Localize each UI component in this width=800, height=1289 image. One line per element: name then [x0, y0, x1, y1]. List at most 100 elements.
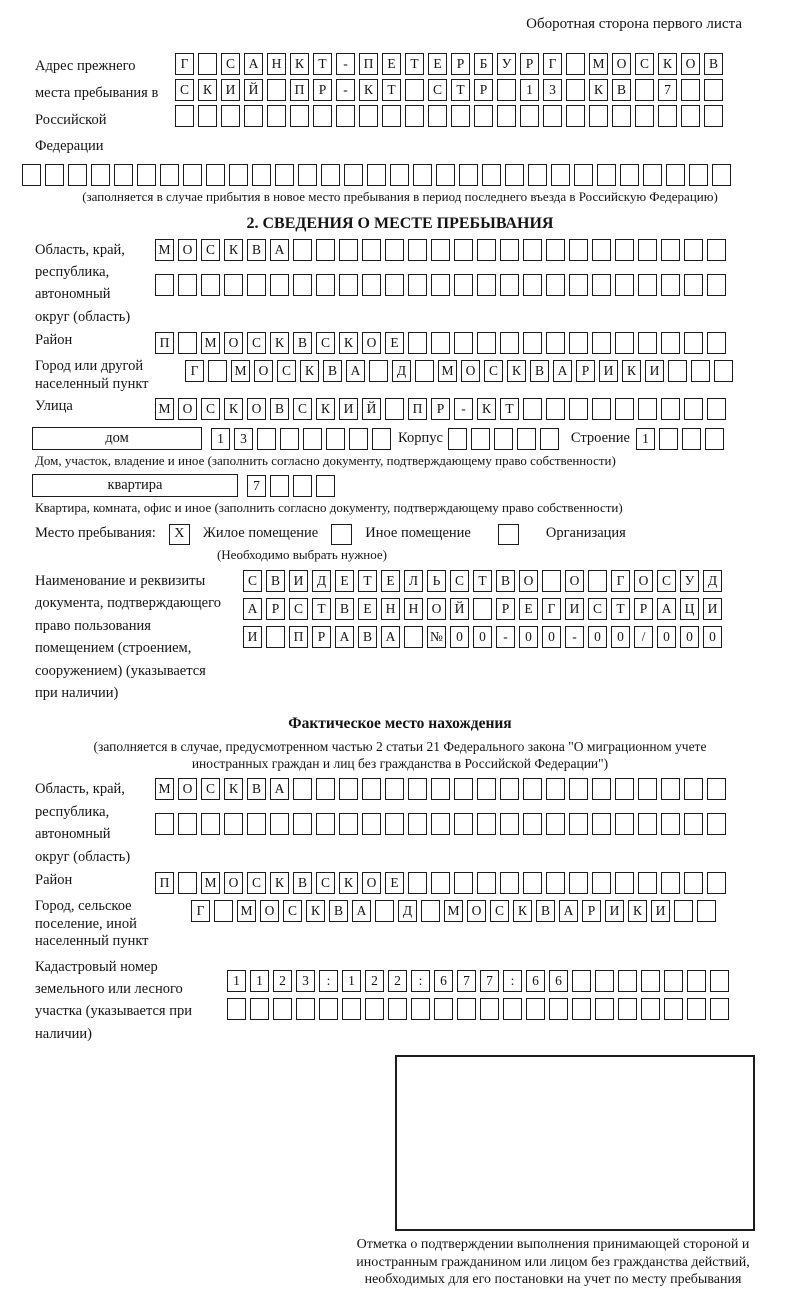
char-cell — [362, 778, 381, 801]
char-cell: Г — [175, 53, 194, 75]
char-cell: И — [243, 625, 262, 648]
char-cell — [684, 238, 703, 261]
char-cell — [689, 164, 708, 187]
char-cell — [367, 164, 386, 187]
char-cell — [569, 273, 588, 296]
char-cell: С — [201, 238, 220, 261]
char-cell — [615, 273, 634, 296]
char-cell — [474, 105, 493, 127]
char-cell: В — [270, 398, 289, 421]
char-cell: О — [461, 360, 480, 383]
char-cell — [293, 474, 312, 497]
char-cell: 0 — [450, 625, 469, 648]
char-cell — [224, 813, 243, 836]
char-cell: Е — [519, 597, 538, 620]
char-cell — [408, 332, 427, 355]
char-cell: : — [411, 969, 430, 992]
char-cell — [697, 900, 716, 923]
char-cell — [661, 238, 680, 261]
char-cell: С — [247, 872, 266, 895]
char-cell — [280, 427, 299, 450]
char-cell — [178, 813, 197, 836]
char-cell — [415, 360, 434, 383]
char-cell: Е — [382, 53, 401, 75]
char-cell — [408, 238, 427, 261]
char-cell: 0 — [542, 625, 561, 648]
char-cell — [546, 872, 565, 895]
char-cell: Т — [405, 53, 424, 75]
char-cell: Т — [358, 569, 377, 592]
char-cell — [684, 398, 703, 421]
char-cell: Г — [191, 900, 210, 923]
char-cell — [208, 360, 227, 383]
char-cell: М — [589, 53, 608, 75]
char-cell: С — [243, 569, 262, 592]
char-cell: В — [293, 332, 312, 355]
char-cell: В — [247, 238, 266, 261]
char-cell: : — [503, 969, 522, 992]
char-cell — [267, 79, 286, 101]
char-cell: : — [319, 969, 338, 992]
char-cell: Р — [431, 398, 450, 421]
char-cell — [643, 164, 662, 187]
char-cell: П — [408, 398, 427, 421]
char-cell — [175, 105, 194, 127]
char-cell: О — [362, 872, 381, 895]
region-row-2 — [155, 273, 726, 296]
char-cell: Т — [451, 79, 470, 101]
char-cell: О — [519, 569, 538, 592]
char-cell — [221, 105, 240, 127]
char-cell — [707, 238, 726, 261]
char-cell — [500, 778, 519, 801]
char-cell: П — [359, 53, 378, 75]
checkbox-other-premises — [331, 523, 353, 545]
char-cell — [447, 427, 467, 450]
char-cell — [457, 997, 476, 1020]
char-cell — [385, 238, 404, 261]
char-cell: Г — [185, 360, 204, 383]
char-cell: Р — [520, 53, 539, 75]
char-cell: Р — [634, 597, 653, 620]
char-cell: Д — [312, 569, 331, 592]
char-cell — [592, 872, 611, 895]
char-cell — [252, 164, 271, 187]
section3-title: Фактическое место нахождения — [288, 714, 512, 732]
char-cell: Й — [450, 597, 469, 620]
char-cell — [500, 872, 519, 895]
char-cell: Т — [312, 597, 331, 620]
char-cell — [546, 332, 565, 355]
char-cell: 7 — [457, 969, 476, 992]
char-cell — [595, 997, 614, 1020]
char-cell: Р — [576, 360, 595, 383]
char-cell — [313, 105, 332, 127]
char-cell: О — [178, 398, 197, 421]
char-cell — [198, 53, 217, 75]
region-label: Область, край, республика, автономный ок… — [35, 241, 131, 325]
char-cell: В — [247, 778, 266, 801]
char-cell: А — [352, 900, 371, 923]
char-cell — [408, 872, 427, 895]
prev-address-note: (заполняется в случае прибытия в новое м… — [82, 189, 718, 205]
char-cell — [588, 569, 607, 592]
char-cell: О — [178, 238, 197, 261]
document-block: Наименование и реквизиты документа, подт… — [35, 569, 800, 705]
char-cell: С — [316, 332, 335, 355]
char-cell — [408, 273, 427, 296]
char-cell — [691, 360, 710, 383]
char-cell: В — [358, 625, 377, 648]
apartment-block: квартира 7 — [32, 474, 800, 498]
char-cell: Р — [451, 53, 470, 75]
char-cell: В — [266, 569, 285, 592]
char-cell: В — [530, 360, 549, 383]
char-cell — [543, 105, 562, 127]
char-cell: 2 — [388, 969, 407, 992]
char-cell — [114, 164, 133, 187]
char-cell — [546, 778, 565, 801]
char-cell — [638, 273, 657, 296]
char-cell — [160, 164, 179, 187]
